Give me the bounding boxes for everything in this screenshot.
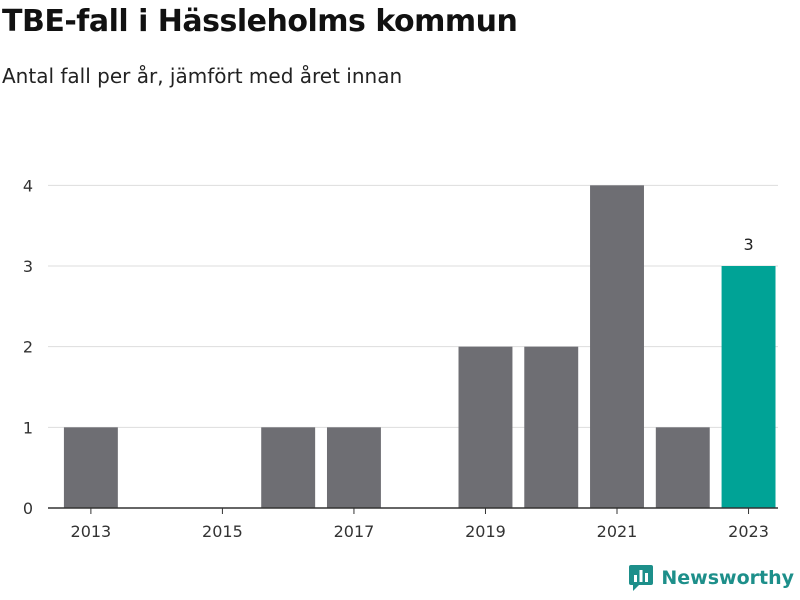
bar — [458, 346, 513, 508]
newsworthy-logo-icon — [629, 565, 654, 591]
bar-chart: 0 1 2 3 4 3 2013 2015 2017 2019 2021 2023 — [23, 176, 778, 541]
brand: Newsworthy — [629, 565, 794, 591]
bar — [63, 427, 118, 508]
chart-subtitle: Antal fall per år, jämfört med året inna… — [2, 64, 403, 88]
x-tick-label: 2015 — [202, 522, 243, 541]
y-tick-label: 1 — [23, 418, 33, 437]
x-tick-label: 2019 — [465, 522, 506, 541]
data-label: 3 — [743, 235, 753, 254]
x-tick-label: 2017 — [334, 522, 375, 541]
bar — [524, 346, 579, 508]
bar — [655, 427, 710, 508]
brand-name: Newsworthy — [661, 567, 794, 589]
y-tick-label: 3 — [23, 257, 33, 276]
chart-title: TBE-fall i Hässleholms kommun — [2, 4, 518, 39]
bar — [590, 185, 644, 509]
x-tick-label: 2013 — [71, 522, 112, 541]
x-tick-label: 2023 — [728, 522, 769, 541]
bar — [326, 427, 381, 508]
x-tick-label: 2021 — [597, 522, 638, 541]
bar-highlight — [721, 266, 776, 508]
y-tick-label: 4 — [23, 176, 33, 195]
y-tick-label: 2 — [23, 338, 33, 357]
bar — [261, 427, 316, 508]
y-tick-label: 0 — [23, 499, 33, 518]
